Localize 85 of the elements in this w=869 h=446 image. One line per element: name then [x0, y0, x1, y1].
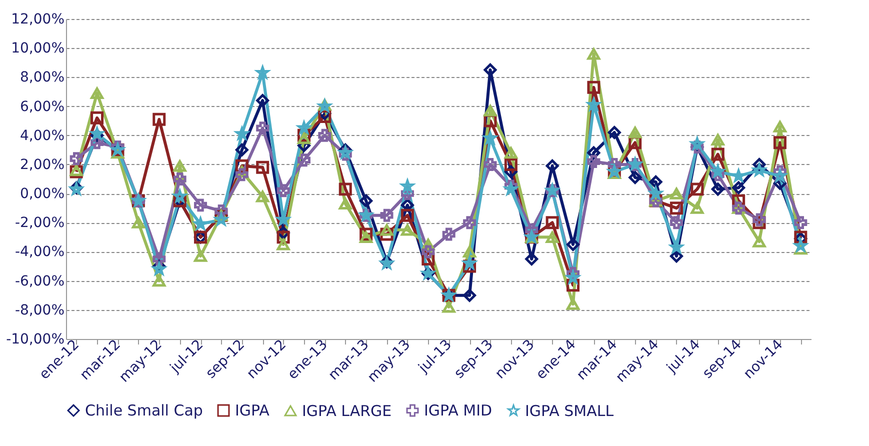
point	[400, 224, 414, 236]
y-tick-label: 4,00%	[20, 128, 64, 144]
point	[587, 48, 600, 60]
point	[649, 175, 662, 188]
point	[608, 126, 621, 139]
point	[773, 120, 786, 132]
legend-label: IGPA SMALL	[525, 402, 614, 420]
y-tick-label: 0,00%	[20, 186, 64, 202]
point	[587, 80, 600, 94]
point	[690, 182, 704, 196]
legend-label: Chile Small Cap	[85, 402, 203, 420]
legend-label: IGPA MID	[424, 402, 492, 420]
y-tick-label: -8,00%	[14, 302, 64, 318]
point	[360, 231, 373, 243]
point	[484, 104, 497, 116]
point	[711, 148, 724, 161]
legend-label: IGPA LARGE	[302, 402, 392, 420]
point	[711, 134, 724, 146]
point	[256, 190, 270, 202]
point	[276, 238, 290, 250]
point	[194, 198, 208, 212]
point	[628, 171, 642, 184]
point	[338, 198, 352, 210]
point	[587, 155, 600, 168]
point	[276, 184, 290, 198]
point	[297, 154, 310, 167]
point	[566, 238, 580, 251]
point	[400, 208, 414, 222]
point	[256, 160, 270, 174]
point	[214, 204, 228, 218]
y-tick-label: 6,00%	[20, 98, 64, 115]
point	[566, 298, 580, 310]
point	[380, 224, 394, 236]
point	[546, 216, 559, 230]
point	[504, 147, 518, 159]
y-tick-label: -6,00%	[14, 273, 64, 290]
y-tick-label: 8,00%	[20, 70, 64, 86]
point	[773, 136, 786, 150]
point	[484, 158, 497, 171]
point	[90, 87, 104, 99]
point	[690, 202, 704, 214]
point	[152, 252, 166, 266]
point	[546, 231, 559, 243]
point	[670, 188, 683, 200]
point	[670, 216, 683, 230]
point	[546, 159, 559, 172]
point	[318, 128, 332, 142]
y-tick-label: -4,00%	[14, 244, 64, 260]
point	[256, 94, 270, 107]
point	[235, 143, 248, 156]
point	[235, 168, 248, 182]
point	[194, 250, 208, 262]
point	[752, 236, 766, 248]
point	[463, 216, 476, 230]
y-tick-label: -2,00%	[14, 215, 64, 232]
point	[463, 246, 476, 258]
point	[711, 182, 724, 196]
point	[256, 122, 270, 135]
point	[132, 216, 145, 228]
y-tick-label: 2,00%	[20, 156, 64, 173]
point	[173, 160, 186, 172]
point	[628, 126, 642, 138]
legend-label: IGPA	[235, 402, 270, 420]
y-tick-label: 12,00%	[11, 12, 64, 28]
point	[152, 112, 166, 126]
point	[732, 181, 746, 194]
point	[380, 208, 394, 222]
point	[152, 275, 166, 287]
point	[173, 172, 186, 186]
point	[525, 252, 538, 266]
point	[463, 288, 476, 302]
point	[422, 245, 435, 258]
point	[70, 152, 83, 166]
point	[484, 63, 497, 76]
y-tick-label: 10,00%	[11, 40, 64, 57]
point	[338, 182, 352, 196]
point	[360, 194, 373, 208]
point	[297, 132, 310, 144]
point	[90, 111, 104, 124]
point	[504, 158, 518, 171]
point	[670, 202, 683, 215]
point	[752, 213, 766, 226]
point	[442, 301, 456, 313]
point	[442, 228, 456, 241]
point	[794, 216, 808, 230]
